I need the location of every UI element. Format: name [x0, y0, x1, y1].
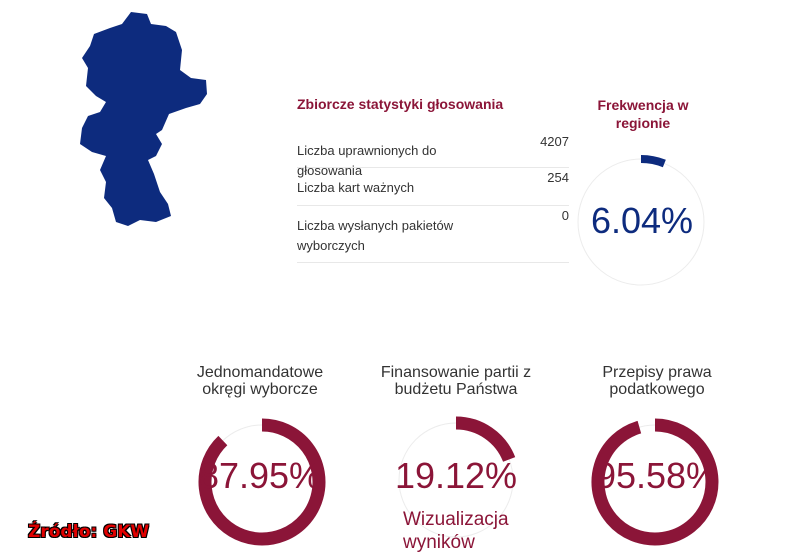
stat-row-valid-ballots: Liczba kart ważnych 254 [297, 168, 569, 206]
question-value-1: 87.95% [198, 455, 322, 496]
stat-label: Liczba kart ważnych [297, 180, 415, 195]
question-title-1: Jednomandatowe okręgi wyborcze [196, 364, 324, 398]
question-ring-3 [591, 418, 719, 546]
question-value-2: 19.12% [394, 455, 518, 496]
stat-value: 4207 [540, 134, 569, 149]
question-ring-1 [198, 418, 326, 546]
turnout-value: 6.04% [590, 200, 694, 241]
turnout-ring-arc [640, 155, 666, 168]
stat-value: 0 [561, 208, 569, 223]
question-ring-arc [455, 416, 516, 463]
stat-label: Liczba wysłanych pakietów wyborczych [297, 218, 454, 253]
visualization-link[interactable]: Wizualizacja wyników [403, 509, 509, 553]
source-caption: Źródło: GKW [28, 522, 150, 542]
question-title-2: Finansowanie partii z budżetu Państwa [380, 364, 532, 398]
region-map [80, 12, 207, 226]
stat-label: Liczba uprawnionych do głosowania [297, 143, 437, 178]
stat-value: 254 [547, 170, 569, 185]
stat-row-eligible: Liczba uprawnionych do głosowania 4207 [297, 132, 569, 178]
stats-table: Liczba uprawnionych do głosowania 4207 L… [297, 132, 569, 263]
question-ring-arc [591, 418, 719, 546]
turnout-title: Frekwencja w regionie [597, 97, 689, 131]
region-shape [80, 12, 207, 226]
question-title-3: Przepisy prawa podatkowego [602, 364, 712, 398]
turnout-ring [577, 155, 705, 286]
question-ring-arc [198, 418, 326, 546]
stat-row-sent-packages: Liczba wysłanych pakietów wyborczych 0 [297, 206, 569, 263]
stats-title: Zbiorcze statystyki głosowania [297, 96, 504, 112]
question-value-3: 95.58% [595, 455, 719, 496]
question-ring-2 [398, 416, 516, 538]
